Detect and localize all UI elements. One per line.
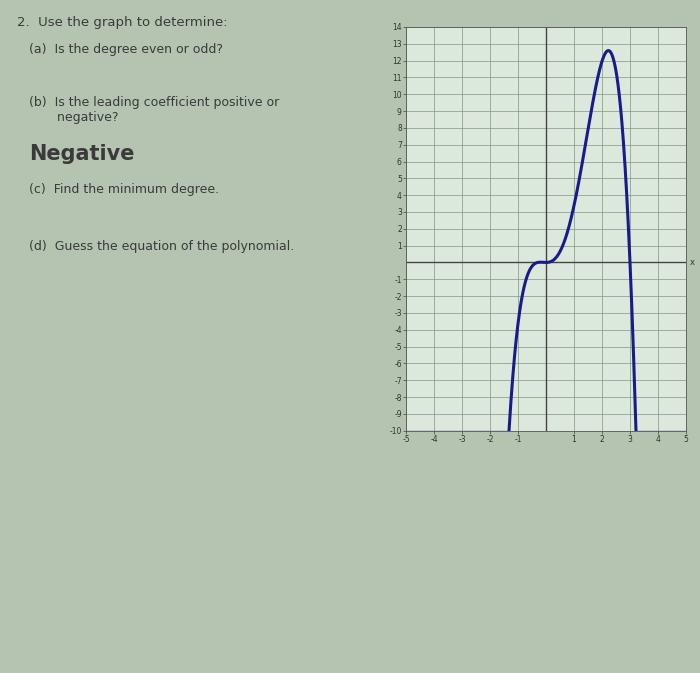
Text: Negative: Negative [29, 144, 135, 164]
Text: (c)  Find the minimum degree.: (c) Find the minimum degree. [29, 183, 220, 196]
Text: 2.  Use the graph to determine:: 2. Use the graph to determine: [17, 16, 228, 29]
Text: (b)  Is the leading coefficient positive or
       negative?: (b) Is the leading coefficient positive … [29, 96, 279, 124]
Text: (d)  Guess the equation of the polynomial.: (d) Guess the equation of the polynomial… [29, 240, 295, 253]
Text: x: x [690, 258, 695, 267]
Text: (a)  Is the degree even or odd?: (a) Is the degree even or odd? [29, 44, 223, 57]
